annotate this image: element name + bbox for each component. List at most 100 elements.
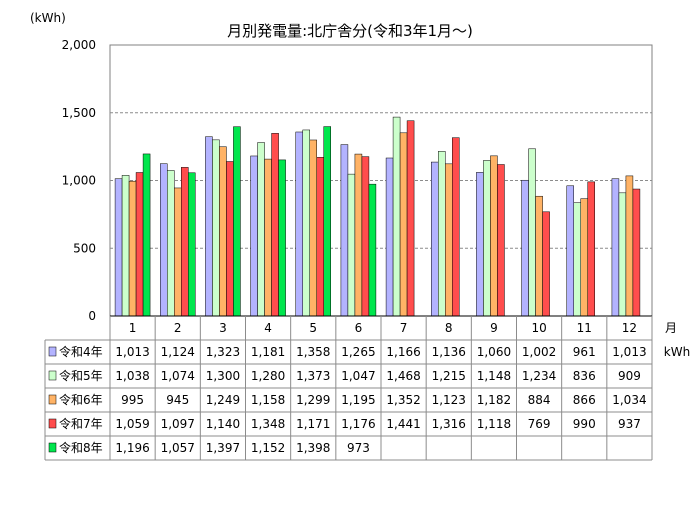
y-tick-label: 1,000 — [62, 174, 96, 188]
table-unit-label: kWh — [664, 345, 690, 359]
bar — [528, 148, 536, 317]
bar — [174, 187, 182, 317]
bar — [431, 161, 439, 317]
table-cell-value: 1,249 — [206, 393, 240, 407]
table-cell-value: 990 — [573, 417, 596, 431]
bar — [625, 175, 634, 317]
bar — [250, 155, 258, 317]
table-cell-value: 1,123 — [432, 393, 466, 407]
legend-swatch — [48, 442, 57, 453]
legend-swatch — [48, 394, 57, 405]
y-tick-label: 500 — [73, 241, 96, 255]
bar — [587, 181, 595, 317]
bar — [340, 144, 349, 317]
bar — [264, 158, 272, 317]
table-cell-value: 1,118 — [477, 417, 511, 431]
table-cell-value: 1,265 — [341, 345, 375, 359]
legend-swatch — [48, 370, 57, 381]
bar — [354, 153, 363, 317]
bar — [167, 170, 175, 317]
bar — [521, 179, 529, 317]
x-tick-label: 8 — [445, 321, 453, 335]
table-cell-value: 1,280 — [251, 369, 285, 383]
bar — [632, 188, 641, 317]
table-cell-value: 1,468 — [386, 369, 420, 383]
table-cell-value: 1,181 — [251, 345, 285, 359]
bar — [535, 195, 543, 317]
table-cell-value: 1,182 — [477, 393, 511, 407]
legend-label: 令和7年 — [59, 416, 103, 431]
bar — [566, 185, 574, 317]
bar — [160, 163, 168, 317]
x-tick-label: 9 — [490, 321, 498, 335]
bar — [257, 142, 265, 317]
table-cell-value: 1,176 — [341, 417, 375, 431]
bar — [128, 180, 137, 317]
bar — [188, 172, 196, 317]
table-cell-value: 1,152 — [251, 441, 285, 455]
table-cell-value: 1,352 — [386, 393, 420, 407]
y-tick-label: 2,000 — [62, 38, 96, 52]
table-cell-value: 1,034 — [612, 393, 646, 407]
table-cell-value: 1,140 — [206, 417, 240, 431]
table-cell-value: 1,398 — [296, 441, 330, 455]
table-cell-value: 1,074 — [161, 369, 195, 383]
x-tick-label: 12 — [622, 321, 637, 335]
bar — [399, 132, 408, 317]
bar — [406, 120, 415, 317]
legend-label: 令和8年 — [59, 440, 103, 455]
bar — [142, 153, 151, 317]
bar — [611, 178, 620, 317]
table-cell-value: 1,441 — [386, 417, 420, 431]
x-tick-label: 3 — [219, 321, 227, 335]
bar — [497, 164, 505, 317]
bar — [181, 167, 189, 317]
table-cell-value: 1,397 — [206, 441, 240, 455]
table-cell-value: 937 — [618, 417, 641, 431]
table-cell-value: 1,195 — [341, 393, 375, 407]
bar — [392, 116, 401, 317]
table-cell-value: 1,300 — [206, 369, 240, 383]
table-cell-value: 1,013 — [115, 345, 149, 359]
table-cell-value: 1,148 — [477, 369, 511, 383]
y-tick-label: 1,500 — [62, 106, 96, 120]
table-cell-value: 1,002 — [522, 345, 556, 359]
x-tick-label: 5 — [309, 321, 317, 335]
x-tick-label: 11 — [577, 321, 592, 335]
table-cell-value: 945 — [166, 393, 189, 407]
table-cell-value: 1,038 — [115, 369, 149, 383]
bar — [490, 155, 498, 317]
bar — [580, 198, 588, 317]
bar — [205, 136, 213, 317]
bar — [438, 151, 446, 317]
table-cell-value: 1,215 — [432, 369, 466, 383]
table-cell-value: 1,166 — [386, 345, 420, 359]
table-cell-value: 1,234 — [522, 369, 556, 383]
x-tick-label: 7 — [400, 321, 408, 335]
bar — [114, 178, 123, 317]
x-tick-label: 2 — [174, 321, 182, 335]
bar — [316, 157, 324, 317]
table-cell-value: 1,323 — [206, 345, 240, 359]
bar — [135, 172, 144, 317]
bar — [476, 172, 484, 317]
table-cell-value: 1,097 — [161, 417, 195, 431]
bar — [309, 139, 317, 317]
table-cell-value: 1,060 — [477, 345, 511, 359]
bar — [226, 161, 234, 317]
bar — [445, 163, 453, 317]
table-cell-value: 1,013 — [612, 345, 646, 359]
x-tick-label: 10 — [531, 321, 546, 335]
table-cell-value: 1,373 — [296, 369, 330, 383]
table-cell-value: 1,316 — [432, 417, 466, 431]
x-tick-label: 4 — [264, 321, 272, 335]
legend-swatch — [48, 346, 57, 357]
bar — [271, 133, 279, 317]
bar — [361, 156, 370, 317]
y-tick-label: 0 — [88, 309, 96, 323]
legend-swatch — [48, 418, 57, 429]
chart-title: 月別発電量:北庁舎分(令和3年1月～) — [227, 22, 473, 40]
table-cell-value: 1,158 — [251, 393, 285, 407]
bar — [278, 159, 286, 317]
table-cell-value: 1,124 — [161, 345, 195, 359]
